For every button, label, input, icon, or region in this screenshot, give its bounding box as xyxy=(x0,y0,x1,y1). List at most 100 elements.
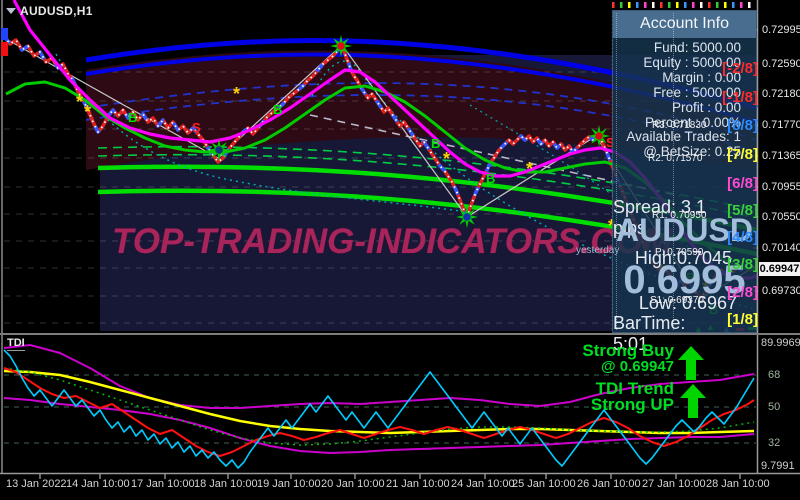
panel-dotted-separator xyxy=(616,13,617,330)
tdi-scale-max: 89.9969 xyxy=(761,337,800,349)
top-tick-mark xyxy=(628,2,631,8)
signal-dot-icon xyxy=(337,42,345,50)
strong-buy-arrow-icon xyxy=(678,346,704,380)
time-axis-label: 13 Jan 2022 xyxy=(6,478,67,490)
top-tick-mark xyxy=(740,2,743,8)
signal-asterisk: * xyxy=(84,102,91,122)
price-scale-label: 0.70550 xyxy=(762,211,800,223)
account-row: @ BetSize: 0.25 xyxy=(643,144,741,160)
symbol-big-label: AUDUSD xyxy=(616,212,753,248)
trend-up-arrow-icon xyxy=(680,384,706,418)
top-tick-mark xyxy=(612,2,615,8)
top-tick-mark xyxy=(644,2,647,8)
watermark-text: TOP-TRADING-INDICATORS.COM xyxy=(112,222,672,261)
time-axis-label: 19 Jan 10:00 xyxy=(257,478,321,490)
account-panel-title: Account Info xyxy=(613,11,756,38)
top-tick-mark xyxy=(732,2,735,8)
top-tick-mark xyxy=(716,2,719,8)
account-row: Available Trades: 1 xyxy=(626,129,741,145)
time-axis-label: 20 Jan 10:00 xyxy=(321,478,385,490)
tdi-rsi-cyan xyxy=(3,349,755,469)
current-price-box: 0.69947 xyxy=(759,262,800,276)
pivot-level-label: R2: 0.71570 xyxy=(648,153,703,164)
account-row: Fund: 5000.00 xyxy=(653,40,741,55)
pivot-level-label: S1: 0.69370 xyxy=(650,295,704,306)
time-axis-label: 26 Jan 10:00 xyxy=(577,478,641,490)
top-tick-mark xyxy=(652,2,655,8)
account-row: Profit : 0.00 xyxy=(671,99,741,115)
account-row: Margin : 0.00 xyxy=(662,69,741,85)
tdi-scale[interactable]: 89.9969 9.7991 68 50 32 xyxy=(758,333,800,473)
buy-letter: B xyxy=(486,171,495,186)
tdi-signal-block: Strong Buy @ 0.69947 TDI Trend Strong UP xyxy=(516,341,674,414)
top-tick-mark xyxy=(748,2,751,8)
top-tick-mark xyxy=(724,2,727,8)
time-axis-label: 28 Jan 10:00 xyxy=(706,478,770,490)
chevron-down-icon[interactable] xyxy=(6,8,16,14)
price-scale-label: 0.70140 xyxy=(762,242,800,254)
candles-blue-overlay xyxy=(2,34,757,300)
teal-dotted-1 xyxy=(55,53,468,213)
signal-asterisk: * xyxy=(76,92,83,112)
tdi-signal-red xyxy=(3,367,755,457)
account-info-panel: Account Info Fund: 5000.00 Equity : 5000.… xyxy=(612,10,757,354)
murrey-level-label: [4/8] xyxy=(727,229,758,246)
yesterday-level-label: yesterday xyxy=(576,245,620,256)
top-tick-mark xyxy=(708,2,711,8)
buy-letter: B xyxy=(273,102,282,117)
signal-asterisk: * xyxy=(233,84,240,104)
murrey-level-label: [5/8] xyxy=(727,202,758,219)
sell-letter: S xyxy=(606,135,615,150)
daily-high-label: High:0.7045 xyxy=(634,248,732,268)
daily-low-label: Low: 0.6967 xyxy=(638,293,737,313)
murrey-level-label: [-1/8] xyxy=(722,89,758,106)
price-scale-label: 0.71365 xyxy=(762,150,800,162)
murrey-level-label: [6/8] xyxy=(727,175,758,192)
tdi-level-label: 68 xyxy=(768,369,781,381)
signal-dot-icon xyxy=(463,213,471,221)
top-tick-mark xyxy=(692,2,695,8)
top-tick-mark xyxy=(660,2,663,8)
left-edge-mark xyxy=(1,42,8,56)
time-axis[interactable]: 13 Jan 2022 14 Jan 10:00 17 Jan 10:00 18 Ja… xyxy=(0,474,800,500)
time-axis-label: 18 Jan 10:00 xyxy=(194,478,258,490)
account-row: Free : 5000.00 xyxy=(653,84,741,100)
tdi-market-base-yellow xyxy=(3,369,755,435)
tdi-level-label: 50 xyxy=(768,401,781,413)
signal-asterisk: * xyxy=(443,149,450,169)
current-price-big: 0.6995 xyxy=(623,258,746,302)
signal-strong-buy: Strong Buy xyxy=(582,341,674,360)
time-axis-label: 14 Jan 10:00 xyxy=(66,478,130,490)
signal-asterisk: * xyxy=(608,216,615,236)
signal-dot-icon xyxy=(595,132,603,140)
price-scale[interactable]: 0.69947 0.72995 0.72590 0.72180 0.71770 0.71… xyxy=(758,0,800,333)
time-axis-label: 21 Jan 10:00 xyxy=(386,478,450,490)
murrey-level-label: [1/8] xyxy=(727,311,758,328)
top-tick-mark xyxy=(668,2,671,8)
account-rows: Fund: 5000.00 Equity : 5000.00 Margin : 0.… xyxy=(626,40,741,160)
signal-tdi-trend: TDI Trend xyxy=(595,379,674,398)
pivot-level-label: R3: 0.71830 xyxy=(652,120,707,131)
top-tick-mark xyxy=(700,2,703,8)
pivot-level-label: R1: 0.70950 xyxy=(652,210,707,221)
time-axis-label: 24 Jan 10:00 xyxy=(451,478,515,490)
spread-label: Spread: 3.1 pips xyxy=(613,197,707,238)
price-scale-label: 0.71770 xyxy=(762,119,800,131)
signal-dot-icon xyxy=(215,146,223,154)
top-tick-mark xyxy=(676,2,679,8)
left-edge-mark xyxy=(1,28,8,40)
time-axis-label: 17 Jan 10:00 xyxy=(131,478,195,490)
murrey-level-label: [7/8] xyxy=(727,146,758,163)
teal-dotted-2 xyxy=(311,60,758,311)
price-scale-label: 0.70955 xyxy=(762,181,800,193)
bartime-label: BarTime: 5:01 xyxy=(613,313,686,354)
signal-strong-up: Strong UP xyxy=(590,395,674,414)
time-axis-label: 25 Jan 10:00 xyxy=(512,478,576,490)
tdi-scale-min: 9.7991 xyxy=(761,460,795,472)
tdi-level-label: 32 xyxy=(768,437,781,449)
signal-price: @ 0.69947 xyxy=(600,358,674,375)
buy-letter: B xyxy=(128,110,137,125)
price-scale-label: 0.72995 xyxy=(762,24,800,36)
